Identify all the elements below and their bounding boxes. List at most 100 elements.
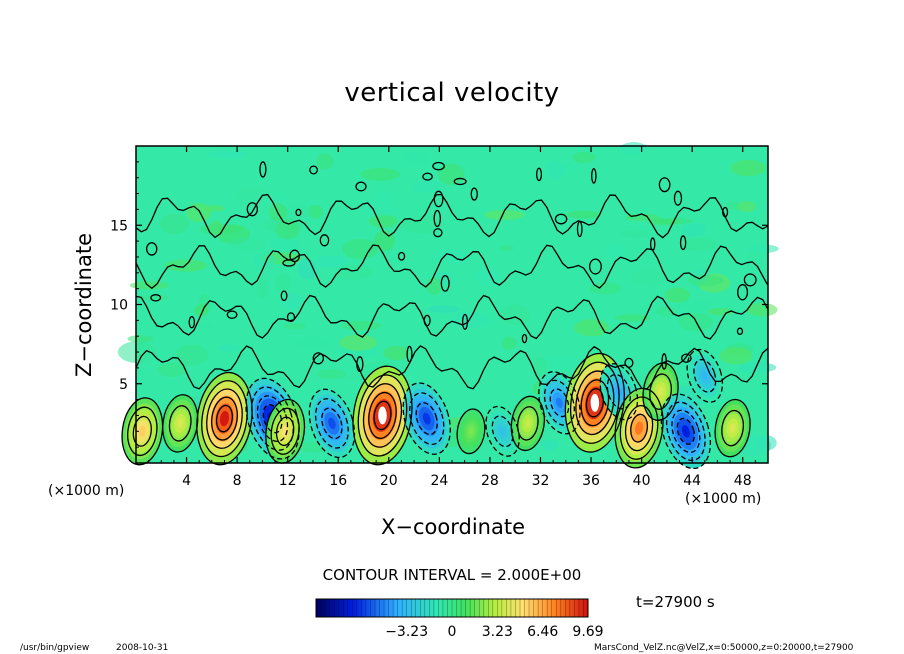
x-tick-label: 44	[683, 473, 701, 489]
field-patch	[400, 215, 443, 234]
contour-line	[135, 294, 769, 340]
field-patch	[278, 205, 311, 219]
field-patch	[275, 219, 301, 240]
contour-line	[456, 408, 486, 455]
field-patch	[499, 245, 515, 252]
contour-line	[536, 167, 543, 182]
contour-line	[309, 165, 319, 175]
cell-peak	[590, 393, 600, 412]
field-patch	[269, 237, 300, 252]
field-patch	[175, 344, 209, 366]
field-patch	[297, 258, 317, 280]
contour-line	[433, 228, 443, 238]
contour-line	[319, 234, 330, 247]
contour-line	[543, 379, 575, 426]
cell-level	[328, 417, 336, 430]
contour-line	[693, 358, 717, 393]
field-patch	[360, 168, 401, 181]
contour-line	[312, 352, 325, 365]
cell-level	[499, 427, 506, 436]
field-patch	[374, 190, 398, 204]
plot-area	[117, 142, 779, 470]
field-patch	[746, 302, 778, 317]
field-patch	[316, 369, 347, 379]
cell-level	[701, 371, 708, 381]
field-patch	[253, 253, 276, 267]
contour-line	[470, 187, 478, 201]
cell-level	[219, 410, 230, 427]
contour-line	[121, 397, 164, 466]
cell-level	[525, 418, 531, 428]
colorbar-tick-label: 6.46	[527, 624, 558, 640]
field-patch	[681, 223, 706, 237]
colorbar-stripes	[320, 599, 584, 617]
x-axis-ticks: 4 8 12 16 20 24 28 32 36 40 44 48	[148, 146, 756, 489]
contour-line	[295, 208, 302, 217]
y-tick-label: 15	[110, 218, 128, 234]
field-patch	[383, 345, 411, 361]
time-label: t=27900 s	[636, 593, 715, 611]
x-tick-label: 16	[329, 473, 347, 489]
contour-line	[215, 404, 234, 433]
contour-line	[569, 361, 620, 444]
contour-line	[721, 409, 745, 447]
contour-line	[206, 388, 243, 449]
contour-line	[406, 345, 413, 363]
colorbar-ticks: −3.23 0 3.23 6.46 9.69	[385, 624, 603, 640]
colorbar-tick-label: 3.23	[482, 624, 513, 640]
contour-line	[661, 353, 667, 370]
contour-line	[521, 333, 528, 344]
contour-lines	[121, 161, 769, 470]
contour-interval-label: CONTOUR INTERVAL = 2.000E+00	[322, 566, 582, 584]
field-patch	[208, 150, 248, 158]
field-patch	[186, 202, 212, 223]
contour-line	[433, 190, 444, 208]
contour-line	[743, 273, 757, 287]
cell-level	[422, 412, 431, 425]
field-patch	[234, 186, 270, 202]
y-axis-ticks: 5 10 15	[110, 161, 768, 448]
contour-line	[673, 190, 683, 206]
contour-line	[168, 405, 192, 442]
x-tick-label: 12	[279, 473, 297, 489]
contour-line	[516, 406, 539, 441]
colorbar-tick-label: 9.69	[572, 624, 603, 640]
chart-title: vertical velocity	[344, 78, 560, 108]
field-patch	[228, 238, 266, 250]
contour-line	[649, 237, 656, 251]
x-tick-label: 4	[182, 473, 191, 489]
contour-line	[440, 275, 450, 292]
x-tick-label: 24	[430, 473, 448, 489]
field-patch	[739, 362, 777, 373]
contour-line	[280, 290, 288, 302]
contour-line	[642, 362, 679, 421]
field-patch	[404, 151, 430, 167]
contour-line	[433, 209, 442, 228]
contour-line	[270, 407, 300, 455]
contour-line	[308, 388, 356, 459]
x-tick-label: 48	[734, 473, 752, 489]
contour-line	[658, 177, 671, 193]
contour-line	[671, 409, 701, 453]
contour-line	[188, 315, 196, 329]
y-axis-label: Z−coordinate	[72, 233, 96, 377]
contour-line	[630, 413, 649, 443]
contour-line	[415, 402, 438, 436]
contour-line	[196, 371, 253, 466]
x-tick-label: 40	[633, 473, 651, 489]
field-patch	[256, 277, 269, 299]
contour-line	[510, 395, 546, 452]
contour-line	[736, 327, 744, 336]
field-patch	[687, 274, 724, 287]
field-patch	[284, 293, 301, 310]
field-patch	[339, 334, 378, 351]
cell-level	[138, 425, 146, 437]
contour-line	[246, 202, 258, 217]
program-path: /usr/bin/gpview	[20, 643, 90, 653]
cell-peak	[378, 406, 387, 425]
contour-line	[275, 416, 295, 447]
field-patch	[413, 180, 441, 193]
field-patch	[426, 276, 442, 295]
field-patch	[532, 356, 548, 377]
